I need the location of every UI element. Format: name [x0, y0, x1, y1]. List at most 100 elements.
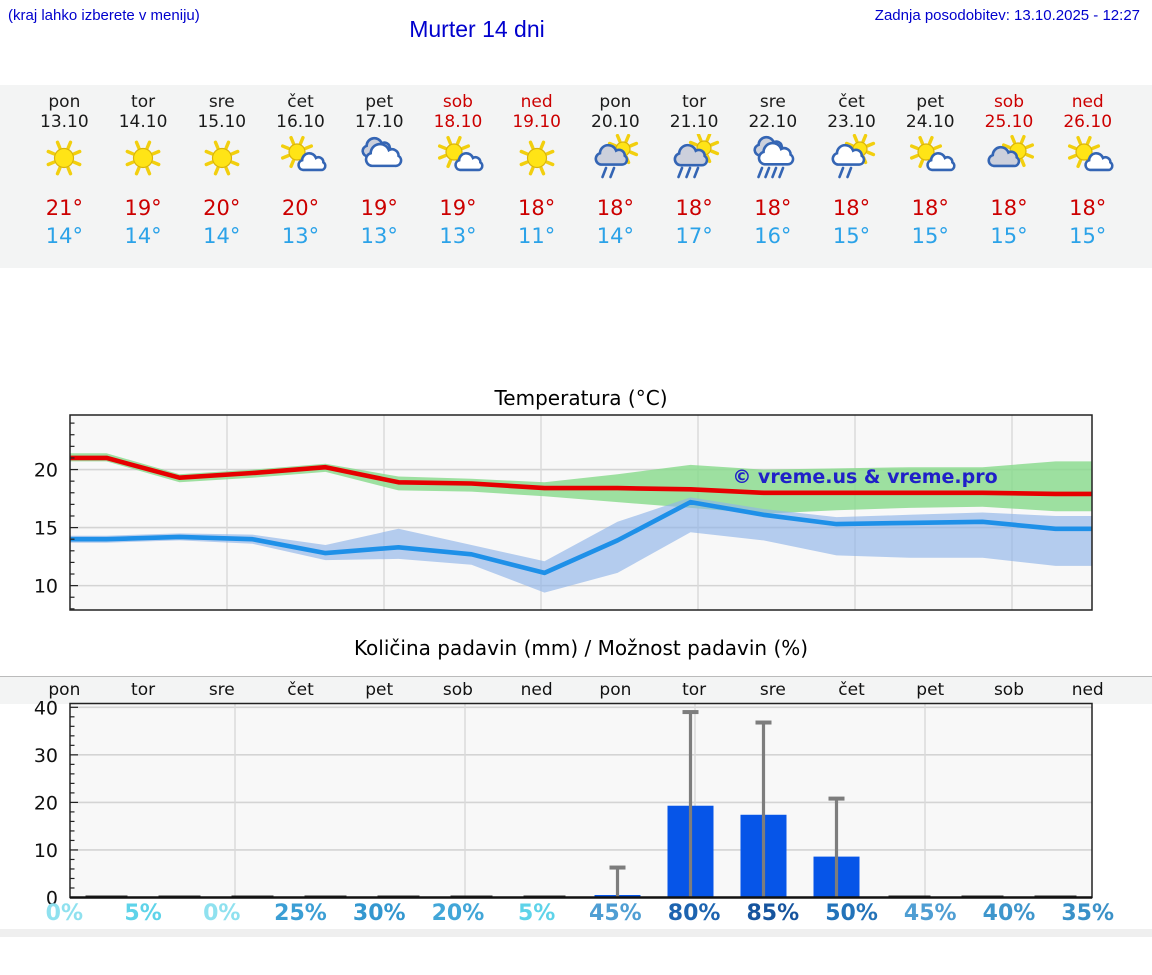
- precip-day-label: ned: [1071, 680, 1104, 700]
- day-max-temp: 19°: [124, 196, 162, 220]
- precip-probability-label: 40%: [982, 901, 1036, 926]
- precip-probability-label: 5%: [124, 901, 162, 926]
- forecast-day-21.10: tor 21.10 18° 17°: [655, 85, 734, 248]
- precip-probability-row: 0% 5% 0% 25% 30% 20% 5% 45% 80% 85% 50% 45% 40% 35%: [25, 897, 1127, 931]
- rain-sun-white-icon: [831, 134, 875, 179]
- day-max-temp: 18°: [596, 196, 634, 220]
- temp-ytick-20: 20: [34, 460, 58, 482]
- day-name: ned: [520, 92, 553, 112]
- temp-ytick-15: 15: [34, 518, 58, 540]
- forecast-day-18.10: sob 18.10 19° 13°: [419, 85, 498, 248]
- page-title-wrap: Murter 14 dni: [0, 16, 954, 43]
- day-max-temp: 18°: [518, 196, 556, 220]
- forecast-day-13.10: pon 13.10 21° 14°: [25, 85, 104, 248]
- forecast-day-25.10: sob 25.10 18° 15°: [970, 85, 1049, 248]
- day-min-temp: 15°: [832, 224, 871, 248]
- precip-day-label-strip: pon tor sre čet pet sob ned pon tor sre čet pet sob n…: [0, 676, 1152, 704]
- day-name: sob: [442, 92, 473, 112]
- rain-sun-icon: [594, 134, 639, 179]
- sunny-icon: [204, 140, 240, 176]
- day-min-temp: 11°: [518, 224, 556, 248]
- day-min-temp: 16°: [754, 224, 792, 248]
- day-max-temp: 20°: [203, 196, 241, 220]
- precip-probability-label: 5%: [517, 901, 556, 926]
- day-name: pet: [916, 92, 945, 112]
- day-min-temp: 14°: [45, 224, 83, 248]
- day-max-temp: 18°: [675, 196, 713, 220]
- day-min-temp: 13°: [281, 224, 320, 248]
- precip-probability-label: 45%: [589, 901, 642, 926]
- precip-day-label: sre: [208, 680, 235, 700]
- mostly-sunny-icon: [1067, 135, 1114, 172]
- precip-probability-label: 80%: [667, 901, 721, 926]
- precip-ytick-40: 40: [34, 697, 58, 719]
- day-date: 14.10: [118, 112, 168, 132]
- mostly-sunny-icon: [280, 135, 327, 172]
- day-date: 22.10: [748, 112, 798, 132]
- day-max-temp: 18°: [911, 196, 949, 220]
- precip-day-label: sob: [993, 680, 1025, 700]
- day-min-temp: 13°: [439, 224, 477, 248]
- day-min-temp: 14°: [203, 224, 241, 248]
- day-min-temp: 15°: [911, 224, 949, 248]
- day-min-temp: 13°: [360, 224, 398, 248]
- forecast-day-17.10: pet 17.10 19° 13°: [340, 85, 419, 248]
- forecast-day-22.10: sre 22.10 18° 16°: [733, 85, 812, 248]
- day-max-temp: 18°: [1069, 196, 1107, 220]
- precip-day-label: ned: [520, 680, 553, 700]
- forecast-day-19.10: ned 19.10 18° 11°: [497, 85, 576, 248]
- day-date: 18.10: [433, 112, 483, 132]
- forecast-day-24.10: pet 24.10 18° 15°: [891, 85, 970, 248]
- precip-day-label: pon: [599, 680, 632, 700]
- mostly-sunny-icon: [910, 135, 956, 172]
- precip-day-label: pet: [916, 680, 945, 700]
- precip-ytick-20: 20: [34, 792, 58, 814]
- sunny-icon: [125, 140, 161, 176]
- bottom-bar: [0, 929, 1152, 937]
- forecast-strip: pon 13.10 21° 14° tor 14.10 19° 14° sre 15.10 20° 1…: [0, 85, 1152, 268]
- precip-day-label: tor: [131, 680, 156, 700]
- precip-probability-label: 20%: [431, 901, 485, 926]
- precip-day-label: čet: [838, 680, 865, 700]
- precipitation-chart-title: Količina padavin (mm) / Možnost padavin …: [353, 636, 809, 660]
- day-max-temp: 18°: [990, 196, 1028, 220]
- precip-probability-label: 25%: [274, 901, 327, 926]
- precip-day-label: tor: [682, 680, 707, 700]
- day-date: 13.10: [40, 112, 89, 132]
- day-min-temp: 17°: [675, 224, 713, 248]
- day-name: tor: [682, 92, 707, 112]
- day-max-temp: 21°: [45, 196, 83, 220]
- precip-probability-label: 30%: [352, 901, 406, 926]
- page-title: Murter 14 dni: [409, 16, 545, 42]
- precip-day-label: pet: [365, 680, 394, 700]
- day-min-temp: 14°: [596, 224, 634, 248]
- precip-day-label: sob: [442, 680, 473, 700]
- precip-probability-label: 35%: [1061, 901, 1115, 926]
- forecast-day-15.10: sre 15.10 20° 14°: [182, 85, 261, 248]
- day-name: sre: [208, 92, 235, 112]
- precip-day-label: čet: [287, 680, 314, 700]
- day-date: 16.10: [276, 112, 325, 132]
- temperature-chart: 10 15 20 © vreme.us & vreme.pro: [34, 414, 1093, 611]
- day-date: 26.10: [1063, 112, 1113, 132]
- day-max-temp: 19°: [360, 196, 398, 220]
- precipitation-chart: 0 10 20 30 40: [34, 697, 1093, 908]
- precip-ytick-30: 30: [34, 745, 58, 767]
- sunny-icon: [519, 140, 555, 176]
- precip-probability-label: 0%: [45, 901, 84, 926]
- precip-days-row: pon tor sre čet pet sob ned pon tor sre čet pet sob n…: [25, 680, 1127, 700]
- day-max-temp: 20°: [281, 196, 320, 220]
- day-name: pon: [48, 92, 81, 112]
- last-update-label: Zadnja posodobitev: 13.10.2025 - 12:27: [874, 7, 1140, 24]
- day-min-temp: 15°: [990, 224, 1028, 248]
- day-max-temp: 18°: [832, 196, 871, 220]
- cloud-sun-icon: [987, 134, 1035, 168]
- forecast-day-26.10: ned 26.10 18° 15°: [1048, 85, 1127, 248]
- day-date: 21.10: [669, 112, 719, 132]
- day-name: čet: [287, 92, 314, 112]
- temp-ytick-10: 10: [34, 576, 58, 598]
- day-max-temp: 18°: [754, 196, 792, 220]
- day-date: 20.10: [591, 112, 640, 132]
- day-date: 15.10: [197, 112, 247, 132]
- rain-sun-heavy-icon: [673, 134, 720, 179]
